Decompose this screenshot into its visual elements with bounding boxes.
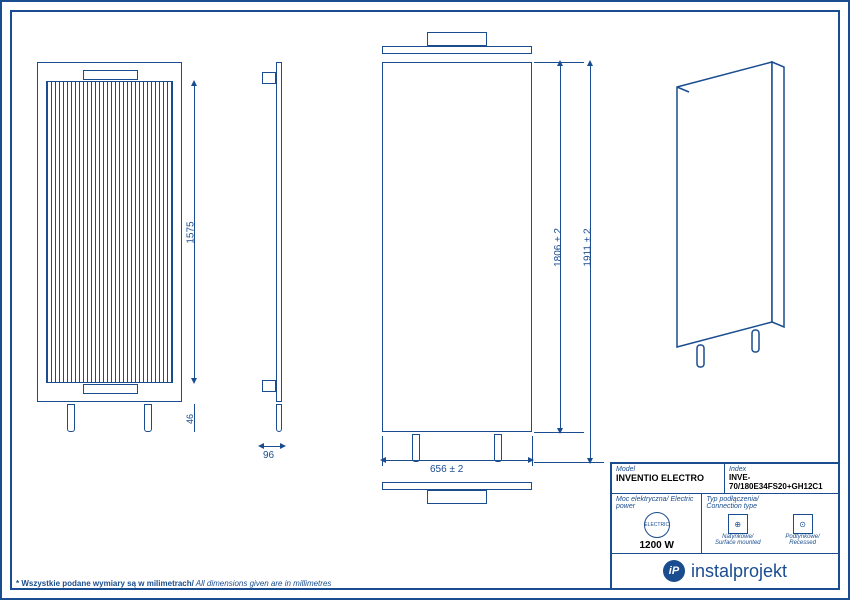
- logo-mark: iP: [663, 560, 685, 582]
- view-front: [382, 62, 532, 462]
- conn-label-pl: Typ podłączenia/: [706, 496, 758, 503]
- recessed-icon: ⊙: [793, 514, 813, 534]
- surface-mount-icon: ⊕: [728, 514, 748, 534]
- footer-note: * Wszystkie podane wymiary są w milimetr…: [16, 579, 331, 588]
- power-value: 1200 W: [616, 540, 697, 551]
- iso-svg: [662, 52, 822, 372]
- dim-leg-height: 46: [185, 414, 195, 424]
- conn-label-en: Connection type: [706, 503, 757, 510]
- model-label: Model: [616, 466, 720, 473]
- power-label-pl: Moc elektryczna/: [616, 496, 669, 503]
- title-block: Model INVENTIO ELECTRO Index INVE-70/180…: [610, 462, 840, 590]
- logo-text: instalprojekt: [691, 561, 787, 582]
- dim-front-h1: 1806 ± 2: [553, 228, 564, 267]
- view-back: [37, 62, 182, 432]
- dim-side-depth: 96: [263, 450, 274, 461]
- electric-icon: ELECTRIC: [644, 512, 670, 538]
- index-value: INVE-70/180E34FS20+GH12C1: [729, 473, 834, 491]
- view-bottom-bracket: [382, 482, 532, 504]
- dim-back-height: 1575: [186, 221, 197, 243]
- view-isometric: [662, 52, 822, 377]
- model-value: INVENTIO ELECTRO: [616, 473, 720, 483]
- dim-front-width: 656 ± 2: [430, 464, 463, 475]
- view-top-bracket: [382, 32, 532, 54]
- index-label: Index: [729, 466, 834, 473]
- view-side: [262, 62, 282, 432]
- dim-front-h2: 1911 ± 2: [583, 228, 594, 266]
- drawing-sheet: 1575 46 96 656 ± 2 1806 ± 2 1911 ± 2 Mod…: [0, 0, 850, 600]
